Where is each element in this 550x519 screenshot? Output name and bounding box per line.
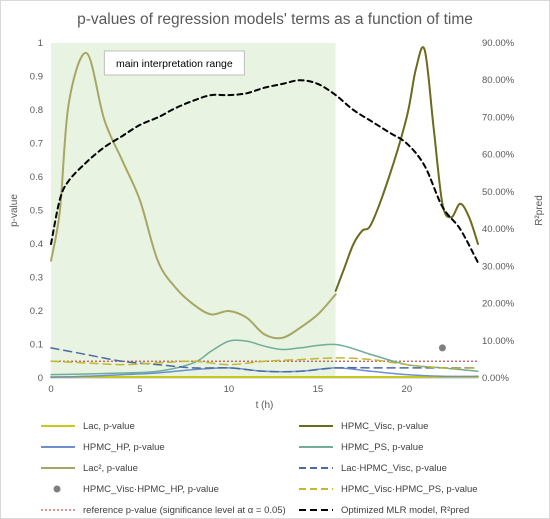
series-optimized-mlr-model-r-pred-line — [50, 79, 479, 264]
legend-label: HPMC_PS, p-value — [341, 442, 423, 453]
series-lac-hpmc-visc-p-value-line — [50, 347, 479, 373]
series-lac-p-value-line — [50, 52, 337, 340]
y-tick-label: 0.9 — [30, 72, 43, 83]
y2-tick-label: 10.00% — [482, 336, 515, 347]
legend-label: Lac, p-value — [83, 421, 135, 432]
annotation-box — [103, 50, 245, 76]
y-tick-label: 0.4 — [30, 239, 43, 250]
y2-tick-label: 40.00% — [482, 224, 515, 235]
y2-tick-label: 30.00% — [482, 261, 515, 272]
series-hpmc-visc-hpmc-ps-p-value-line — [50, 357, 479, 369]
series-hpmc-visc-p-value-line — [334, 46, 479, 292]
legend-swatch-hpmc-visc-hpmc-hp-p-value — [53, 485, 61, 493]
legend-label: HPMC_Visc·HPMC_PS, p-value — [341, 484, 478, 495]
y-tick-label: 0 — [38, 373, 43, 384]
legend-label: Lac·HPMC_Visc, p-value — [341, 463, 447, 474]
series-hpmc-ps-p-value-line — [50, 339, 479, 376]
x-tick-label: 0 — [48, 384, 53, 395]
y-tick-label: 0.6 — [30, 172, 43, 183]
y-tick-label: 0.7 — [30, 139, 43, 150]
y-tick-label: 0.5 — [30, 206, 43, 217]
series-hpmc-visc-hpmc-hp-p-value-point — [438, 344, 446, 352]
annotation-label: main interpretation range — [116, 58, 233, 70]
y-tick-label: 0.8 — [30, 105, 43, 116]
legend-label: HPMC_Visc, p-value — [341, 421, 428, 432]
x-tick-label: 20 — [402, 384, 413, 395]
legend-label: HPMC_HP, p-value — [83, 442, 165, 453]
y-tick-label: 1 — [38, 38, 43, 49]
x-axis-label: t (h) — [256, 400, 274, 411]
y-axis-label: p-value — [9, 194, 20, 227]
y-tick-label: 0.2 — [30, 306, 43, 317]
y2-tick-label: 80.00% — [482, 75, 515, 86]
interpretation-range-band — [51, 43, 336, 378]
y2-tick-label: 0.00% — [482, 373, 509, 384]
x-tick-label: 5 — [137, 384, 142, 395]
chart-title: p-values of regression models' terms as … — [77, 11, 473, 28]
y-tick-label: 0.3 — [30, 273, 43, 284]
x-tick-label: 15 — [313, 384, 324, 395]
y2-tick-label: 70.00% — [482, 112, 515, 123]
y2-tick-label: 60.00% — [482, 150, 515, 161]
y2-tick-label: 20.00% — [482, 299, 515, 310]
y2-tick-label: 90.00% — [482, 38, 515, 49]
legend-label: Lac², p-value — [83, 463, 138, 474]
legend-label: reference p-value (significance level at… — [83, 505, 286, 516]
y2-tick-label: 50.00% — [482, 187, 515, 198]
y2-axis-label: R²pred — [534, 195, 545, 226]
legend-label: HPMC_Visc·HPMC_HP, p-value — [83, 484, 219, 495]
x-tick-label: 10 — [224, 384, 235, 395]
legend-label: Optimized MLR model, R²pred — [341, 505, 469, 516]
y-tick-label: 0.1 — [30, 340, 43, 351]
